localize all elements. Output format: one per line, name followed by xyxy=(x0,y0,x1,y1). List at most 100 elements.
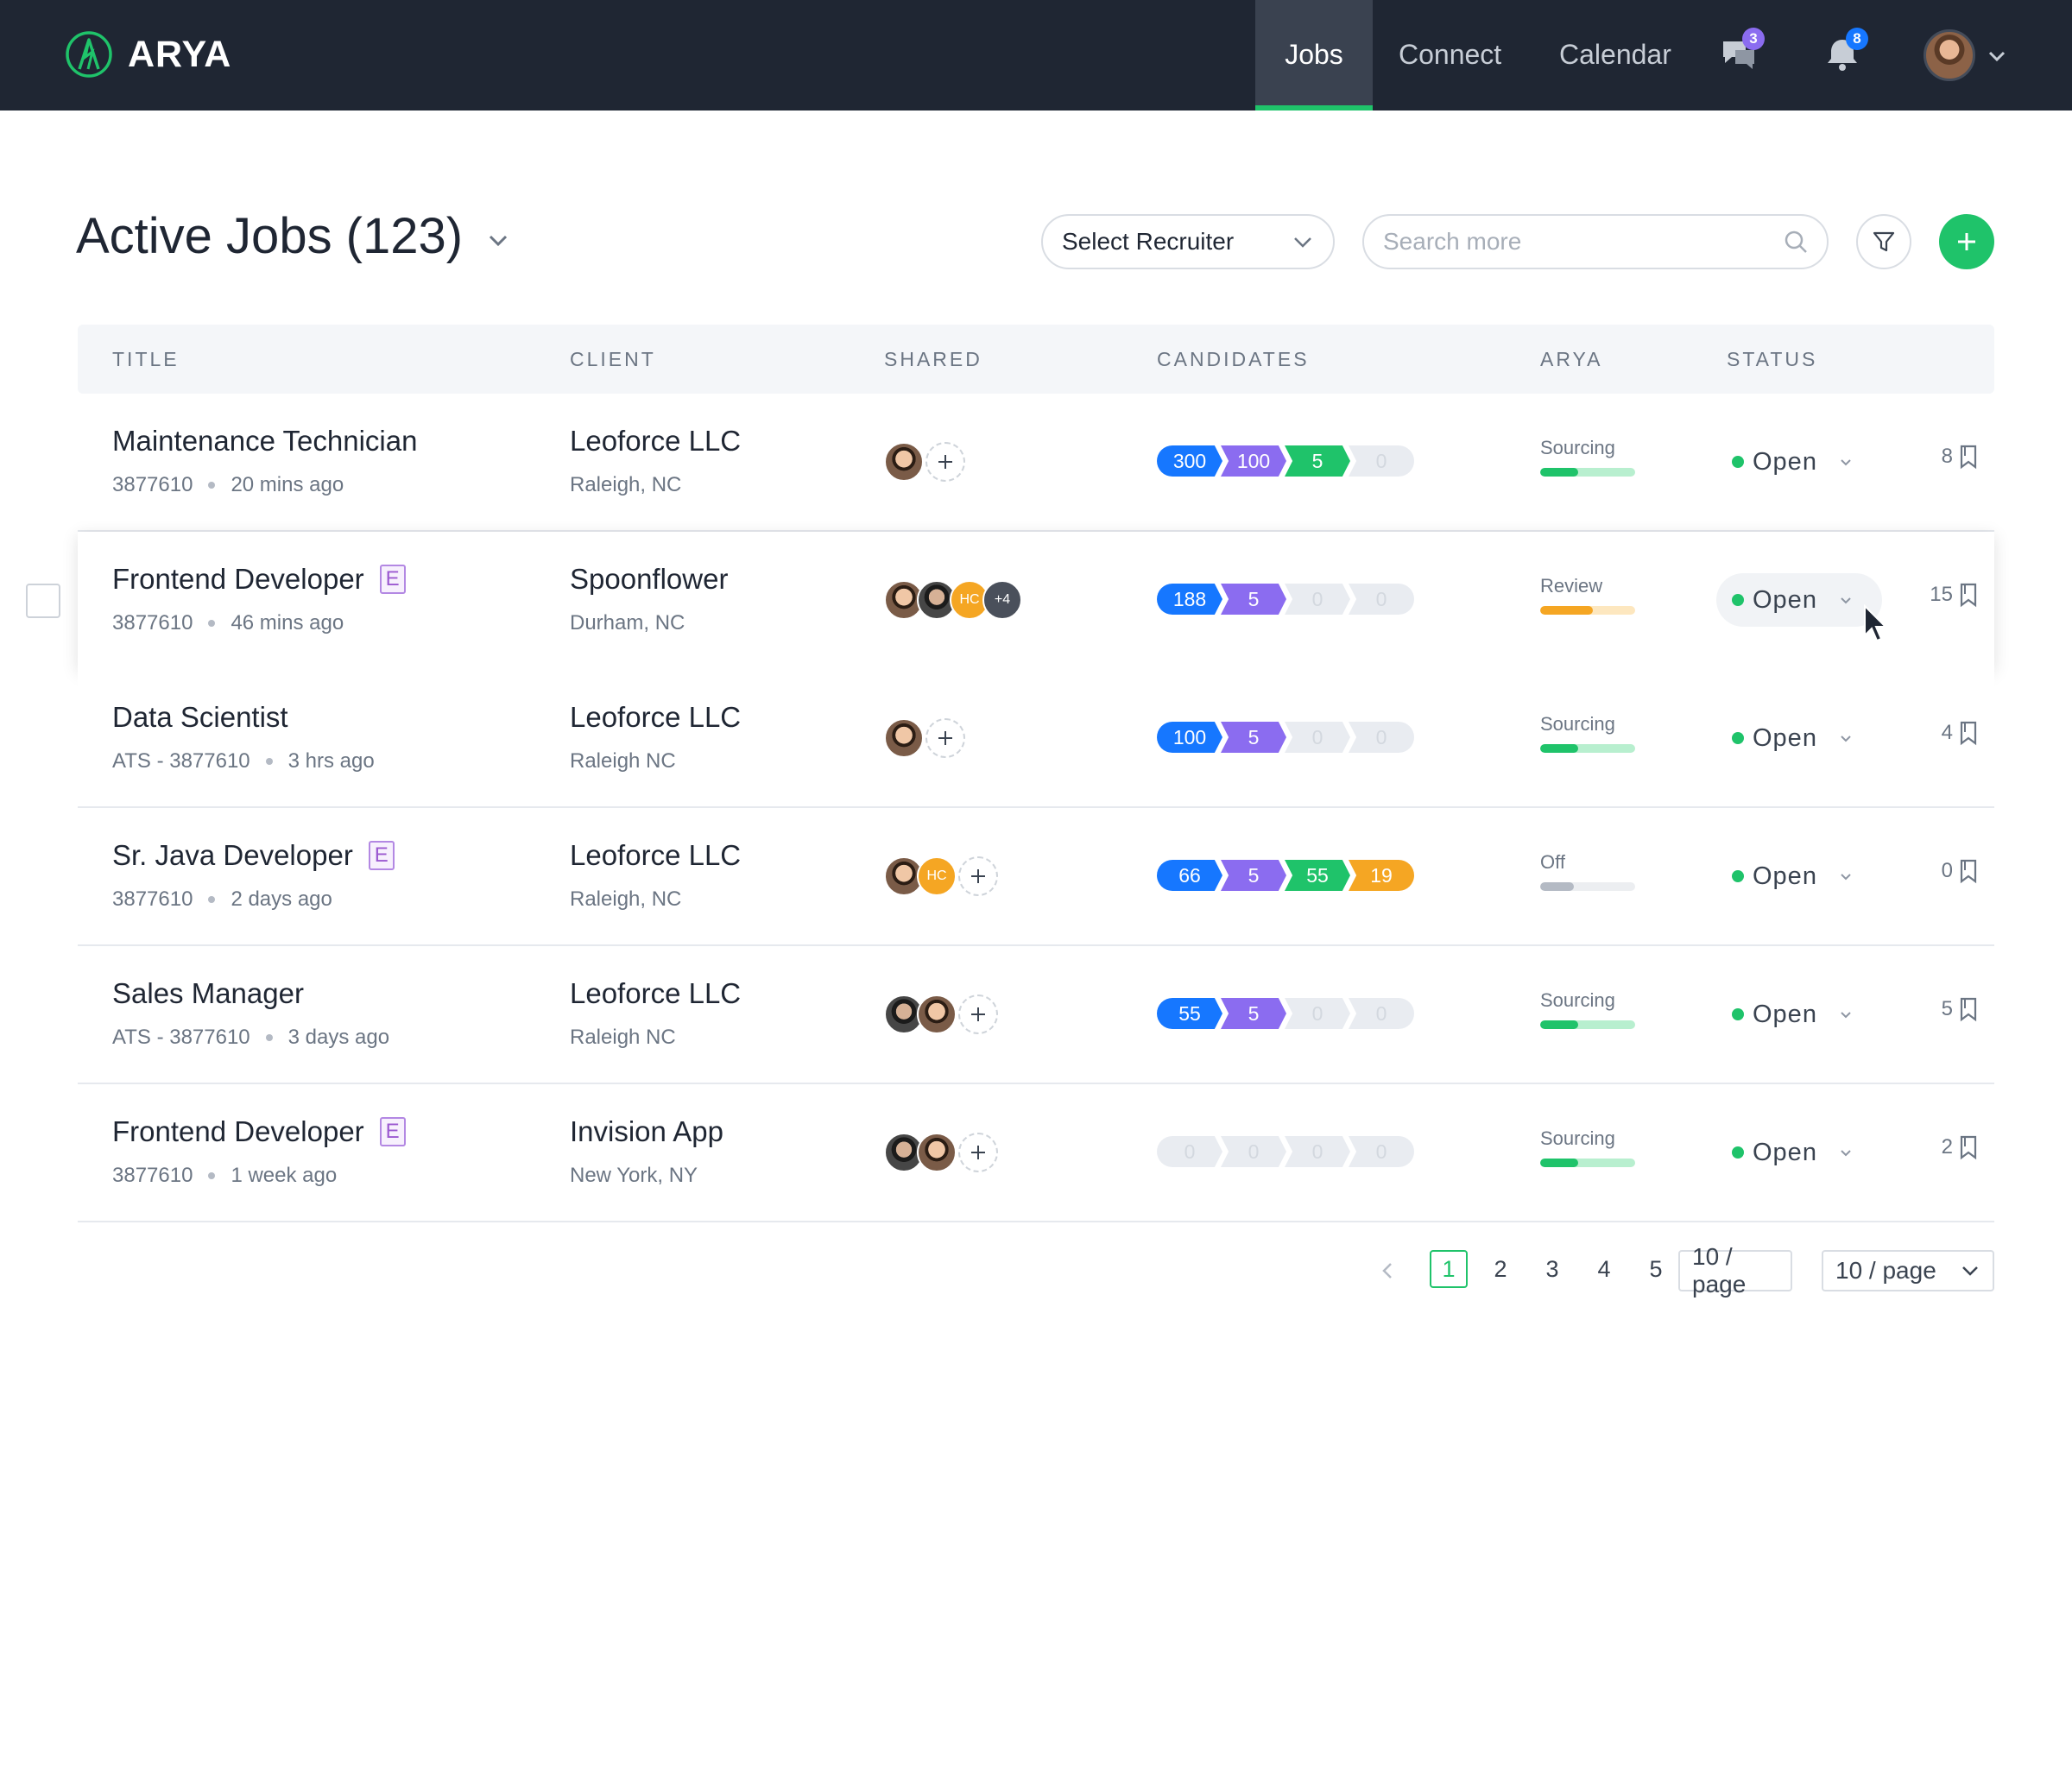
shared-user-avatar[interactable] xyxy=(884,442,924,482)
table-row[interactable]: Sr. Java Developer E 3877610 2 days ago Leof… xyxy=(78,808,1994,946)
status-dropdown[interactable]: Open xyxy=(1716,435,1882,489)
candidate-stage-count[interactable]: 0 xyxy=(1285,1136,1350,1167)
shared-user-avatar[interactable]: HC xyxy=(950,580,989,620)
candidate-stage-count[interactable]: 188 xyxy=(1157,584,1222,615)
candidate-stage-count[interactable]: 100 xyxy=(1157,722,1222,753)
candidate-stage-count[interactable]: 100 xyxy=(1221,445,1286,477)
job-title[interactable]: Frontend Developer E xyxy=(112,563,406,596)
candidate-stage-count[interactable]: 0 xyxy=(1285,722,1350,753)
job-title-text[interactable]: Data Scientist xyxy=(112,701,288,733)
candidate-stage-count[interactable]: 0 xyxy=(1157,1136,1222,1167)
candidate-stage-count[interactable]: 55 xyxy=(1285,860,1350,891)
status-dropdown[interactable]: Open xyxy=(1716,1126,1882,1179)
add-share-button[interactable] xyxy=(958,1133,998,1172)
add-share-button[interactable] xyxy=(958,856,998,896)
shared-user-avatar[interactable] xyxy=(917,994,957,1034)
recruiter-select[interactable]: Select Recruiter xyxy=(1041,214,1335,269)
client-name[interactable]: Leoforce LLC xyxy=(570,977,742,1009)
candidate-stage-count[interactable]: 19 xyxy=(1349,860,1414,891)
shared-more-count[interactable]: +4 xyxy=(982,580,1022,620)
client-name[interactable]: Leoforce LLC xyxy=(570,701,742,733)
candidate-stage-count[interactable]: 0 xyxy=(1349,584,1414,615)
column-candidates[interactable]: CANDIDATES xyxy=(1157,348,1310,370)
page-4[interactable]: 4 xyxy=(1597,1256,1611,1282)
bookmark[interactable]: 2 xyxy=(1942,1134,1980,1160)
shared-user-avatar[interactable] xyxy=(884,718,924,758)
table-row[interactable]: Data Scientist ATS - 3877610 3 hrs ago Leof… xyxy=(78,670,1994,808)
row-checkbox[interactable] xyxy=(26,584,60,618)
table-row[interactable]: Sales Manager ATS - 3877610 3 days ago Leof… xyxy=(78,946,1994,1084)
status-dropdown[interactable]: Open xyxy=(1716,711,1882,765)
job-title[interactable]: Sales Manager xyxy=(112,977,304,1010)
bookmark[interactable]: 0 xyxy=(1942,858,1980,884)
nav-calendar[interactable]: Calendar xyxy=(1559,39,1671,70)
client-name[interactable]: Spoonflower xyxy=(570,563,729,595)
notifications-button[interactable]: 8 xyxy=(1818,28,1868,78)
job-title[interactable]: Data Scientist xyxy=(112,701,288,734)
shared-user-avatar[interactable]: HC xyxy=(917,856,957,896)
table-row[interactable]: Frontend Developer E 3877610 1 week ago Invi… xyxy=(78,1084,1994,1222)
job-title-text[interactable]: Sales Manager xyxy=(112,977,304,1009)
nav-connect[interactable]: Connect xyxy=(1399,39,1502,70)
client-name[interactable]: Leoforce LLC xyxy=(570,425,742,457)
bookmark[interactable]: 4 xyxy=(1942,720,1980,746)
shared-user-avatar[interactable] xyxy=(917,1133,957,1172)
client-name[interactable]: Leoforce LLC xyxy=(570,839,742,871)
add-share-button[interactable] xyxy=(925,442,965,482)
brand-logo[interactable]: ARYA xyxy=(64,29,231,79)
column-arya[interactable]: ARYA xyxy=(1540,348,1603,370)
add-share-button[interactable] xyxy=(958,994,998,1034)
candidate-stage-count[interactable]: 55 xyxy=(1157,998,1222,1029)
column-title[interactable]: TITLE xyxy=(112,348,180,370)
search-input[interactable] xyxy=(1383,228,1746,256)
candidate-stage-count[interactable]: 0 xyxy=(1349,445,1414,477)
page-size-select[interactable]: 10 / page xyxy=(1678,1243,1792,1298)
add-job-button[interactable] xyxy=(1939,214,1994,269)
candidate-stage-count[interactable]: 5 xyxy=(1221,584,1286,615)
table-row[interactable]: Frontend Developer E 3877610 46 mins ago Spo… xyxy=(78,532,1994,670)
search-box[interactable] xyxy=(1362,214,1829,269)
status-dropdown[interactable]: Open xyxy=(1716,573,1882,627)
column-status[interactable]: STATUS xyxy=(1727,348,1818,370)
search-icon[interactable] xyxy=(1784,230,1808,254)
page-title[interactable]: Active Jobs (123) xyxy=(76,207,511,265)
chevron-down-icon[interactable] xyxy=(1986,45,2008,67)
bookmark[interactable]: 15 xyxy=(1930,582,1980,608)
candidate-stage-count[interactable]: 0 xyxy=(1221,1136,1286,1167)
status-dropdown[interactable]: Open xyxy=(1716,849,1882,903)
page-2[interactable]: 2 xyxy=(1494,1256,1507,1282)
candidate-stage-count[interactable]: 0 xyxy=(1285,584,1350,615)
nav-jobs[interactable]: Jobs xyxy=(1255,0,1373,110)
job-title-text[interactable]: Maintenance Technician xyxy=(112,425,418,457)
candidate-stage-count[interactable]: 5 xyxy=(1221,998,1286,1029)
page-3[interactable]: 3 xyxy=(1545,1256,1559,1282)
column-client[interactable]: CLIENT xyxy=(570,348,656,370)
chevron-left-icon[interactable] xyxy=(1378,1260,1399,1281)
status-dropdown[interactable]: Open xyxy=(1716,988,1882,1041)
candidate-stage-count[interactable]: 0 xyxy=(1349,998,1414,1029)
user-avatar[interactable] xyxy=(1924,29,1975,81)
job-title[interactable]: Maintenance Technician xyxy=(112,425,417,458)
candidate-stage-count[interactable]: 300 xyxy=(1157,445,1222,477)
client-name[interactable]: Invision App xyxy=(570,1115,723,1147)
candidate-stage-count[interactable]: 0 xyxy=(1285,998,1350,1029)
job-title[interactable]: Frontend Developer E xyxy=(112,1115,406,1148)
shared-user-avatar[interactable] xyxy=(884,856,924,896)
page-5[interactable]: 5 xyxy=(1649,1256,1663,1282)
candidate-stage-count[interactable]: 5 xyxy=(1221,722,1286,753)
job-title-text[interactable]: Frontend Developer xyxy=(112,563,364,595)
candidate-stage-count[interactable]: 5 xyxy=(1221,860,1286,891)
messages-button[interactable]: 3 xyxy=(1715,28,1765,78)
page-1[interactable]: 1 xyxy=(1430,1250,1468,1288)
add-share-button[interactable] xyxy=(925,718,965,758)
bookmark[interactable]: 5 xyxy=(1942,996,1980,1022)
page-size-dropdown[interactable]: 10 / page xyxy=(1822,1250,1994,1291)
job-title-text[interactable]: Sr. Java Developer xyxy=(112,839,353,871)
candidate-stage-count[interactable]: 5 xyxy=(1285,445,1350,477)
candidate-stage-count[interactable]: 0 xyxy=(1349,722,1414,753)
filter-button[interactable] xyxy=(1856,214,1911,269)
table-row[interactable]: Maintenance Technician 3877610 20 mins ago… xyxy=(78,394,1994,532)
column-shared[interactable]: SHARED xyxy=(884,348,982,370)
bookmark[interactable]: 8 xyxy=(1942,444,1980,470)
job-title[interactable]: Sr. Java Developer E xyxy=(112,839,395,872)
